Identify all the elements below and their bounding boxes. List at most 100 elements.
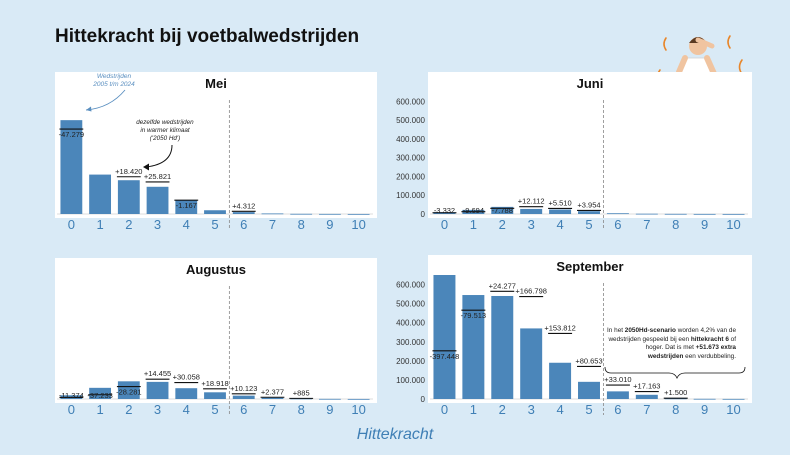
- x-tick-label: 10: [726, 217, 740, 232]
- note-text: of: [728, 335, 736, 343]
- x-tick-label: 4: [556, 402, 563, 417]
- bar: [462, 295, 485, 399]
- curly-brace: [604, 366, 746, 380]
- bar: [635, 394, 658, 399]
- bar: [606, 213, 629, 215]
- change-label: +153.812: [544, 323, 576, 332]
- annotation-scenario-line2: in warmer klimaat: [140, 127, 190, 134]
- change-label: -47.279: [59, 130, 84, 139]
- bar: [347, 398, 370, 400]
- y-tick-label: 300.000: [396, 338, 425, 347]
- x-tick-label: 10: [351, 217, 365, 232]
- change-label: +5.510: [549, 198, 572, 207]
- change-label: +4.312: [232, 201, 255, 210]
- bar: [146, 381, 169, 399]
- change-label: -3.332: [434, 206, 455, 215]
- change-label: -397.448: [430, 352, 460, 361]
- bar: [722, 213, 745, 215]
- bar: [664, 398, 687, 400]
- change-label: +18.420: [115, 167, 142, 176]
- x-tick-label: 2: [125, 402, 132, 417]
- x-tick-label: 1: [470, 217, 477, 232]
- change-label: +12.112: [518, 197, 545, 206]
- annotation-scenario-arrow: [145, 144, 173, 168]
- note-text: een verdubbeling.: [683, 352, 736, 360]
- y-tick-label: 300.000: [396, 154, 425, 163]
- x-tick-label: 9: [701, 402, 708, 417]
- x-tick-label: 2: [125, 217, 132, 232]
- annotation-scenario-line1: dezelfde wedstrijden: [136, 119, 194, 126]
- x-tick-label: 10: [726, 402, 740, 417]
- annotation-scenario-line3: ('2050 Hd'): [150, 135, 180, 142]
- y-tick-label: 100.000: [396, 376, 425, 385]
- change-label: +885: [293, 388, 310, 397]
- bar: [290, 398, 313, 400]
- note-text: hoger. Dat is met: [645, 344, 696, 352]
- bar: [347, 213, 370, 215]
- x-tick-label: 0: [68, 217, 75, 232]
- bar: [60, 120, 83, 214]
- x-tick-label: 3: [154, 217, 161, 232]
- bar: [578, 211, 600, 214]
- x-tick-label: 6: [240, 217, 247, 232]
- bar: [290, 213, 313, 215]
- y-tick-label: 600.000: [396, 97, 425, 106]
- bar: [117, 180, 140, 214]
- x-tick-label: 5: [211, 402, 218, 417]
- x-tick-label: 0: [441, 402, 448, 417]
- bar: [117, 381, 140, 399]
- x-tick-label: 9: [326, 402, 333, 417]
- y-tick-label: 200.000: [396, 357, 425, 366]
- x-tick-label: 5: [585, 217, 592, 232]
- x-tick-label: 1: [96, 217, 103, 232]
- x-tick-label: 9: [701, 217, 708, 232]
- x-tick-label: 7: [269, 402, 276, 417]
- change-label: -9.694: [463, 206, 484, 215]
- change-label: +10.123: [230, 384, 257, 393]
- y-tick-label: 0: [421, 395, 426, 404]
- x-tick-label: 1: [470, 402, 477, 417]
- bar: [578, 381, 600, 399]
- change-label: +1.500: [664, 388, 687, 397]
- bar: [520, 208, 543, 214]
- bar: [433, 275, 456, 399]
- change-label: +17.163: [633, 382, 660, 391]
- bar: [722, 398, 745, 400]
- bar: [232, 212, 255, 214]
- x-tick-label: 3: [528, 402, 535, 417]
- bar: [664, 213, 687, 215]
- change-label: -79.513: [461, 311, 486, 320]
- note-bold-text: +51.673 extra: [695, 344, 736, 352]
- bar: [89, 387, 112, 399]
- x-tick-label: 8: [298, 402, 305, 417]
- bar: [491, 295, 514, 399]
- change-label: -37.233: [87, 391, 112, 400]
- chart-panel-augustus: Augustus: [55, 258, 377, 403]
- change-label: +80.653: [575, 356, 602, 365]
- change-label: +25.821: [144, 172, 171, 181]
- bar: [261, 397, 284, 399]
- change-label: +14.455: [144, 369, 171, 378]
- change-label: +18.918: [201, 379, 228, 388]
- bar: [261, 213, 284, 215]
- y-tick-label: 500.000: [396, 300, 425, 309]
- change-label: +3.954: [577, 200, 600, 209]
- x-tick-label: 5: [585, 402, 592, 417]
- september-scenario-note: In het 2050Hd-scenario worden 4,2% van d…: [598, 327, 736, 361]
- bar: [318, 213, 341, 215]
- x-tick-label: 0: [441, 217, 448, 232]
- x-tick-label: 8: [672, 217, 679, 232]
- note-bold-text: 2050Hd-scenario: [624, 327, 676, 334]
- bar: [204, 210, 226, 214]
- chart-title: September: [556, 259, 624, 274]
- x-tick-label: 7: [643, 217, 650, 232]
- x-tick-label: 2: [499, 217, 506, 232]
- annotation-observed-line2: 2005 t/m 2024: [92, 81, 135, 88]
- chart-panel-juni: Juni: [428, 72, 752, 218]
- change-label: -11.374: [59, 391, 84, 400]
